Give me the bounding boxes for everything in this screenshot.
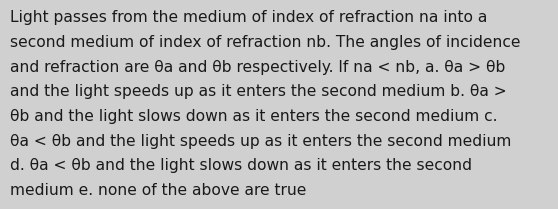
Text: and refraction are θa and θb respectively. If na < nb, a. θa > θb: and refraction are θa and θb respectivel… — [10, 60, 506, 75]
Text: and the light speeds up as it enters the second medium b. θa >: and the light speeds up as it enters the… — [10, 84, 507, 99]
Text: θb and the light slows down as it enters the second medium c.: θb and the light slows down as it enters… — [10, 109, 498, 124]
Text: θa < θb and the light speeds up as it enters the second medium: θa < θb and the light speeds up as it en… — [10, 134, 512, 149]
Text: medium e. none of the above are true: medium e. none of the above are true — [10, 183, 306, 198]
Text: Light passes from the medium of index of refraction na into a: Light passes from the medium of index of… — [10, 10, 488, 25]
Text: d. θa < θb and the light slows down as it enters the second: d. θa < θb and the light slows down as i… — [10, 158, 472, 173]
Text: second medium of index of refraction nb. The angles of incidence: second medium of index of refraction nb.… — [10, 35, 521, 50]
